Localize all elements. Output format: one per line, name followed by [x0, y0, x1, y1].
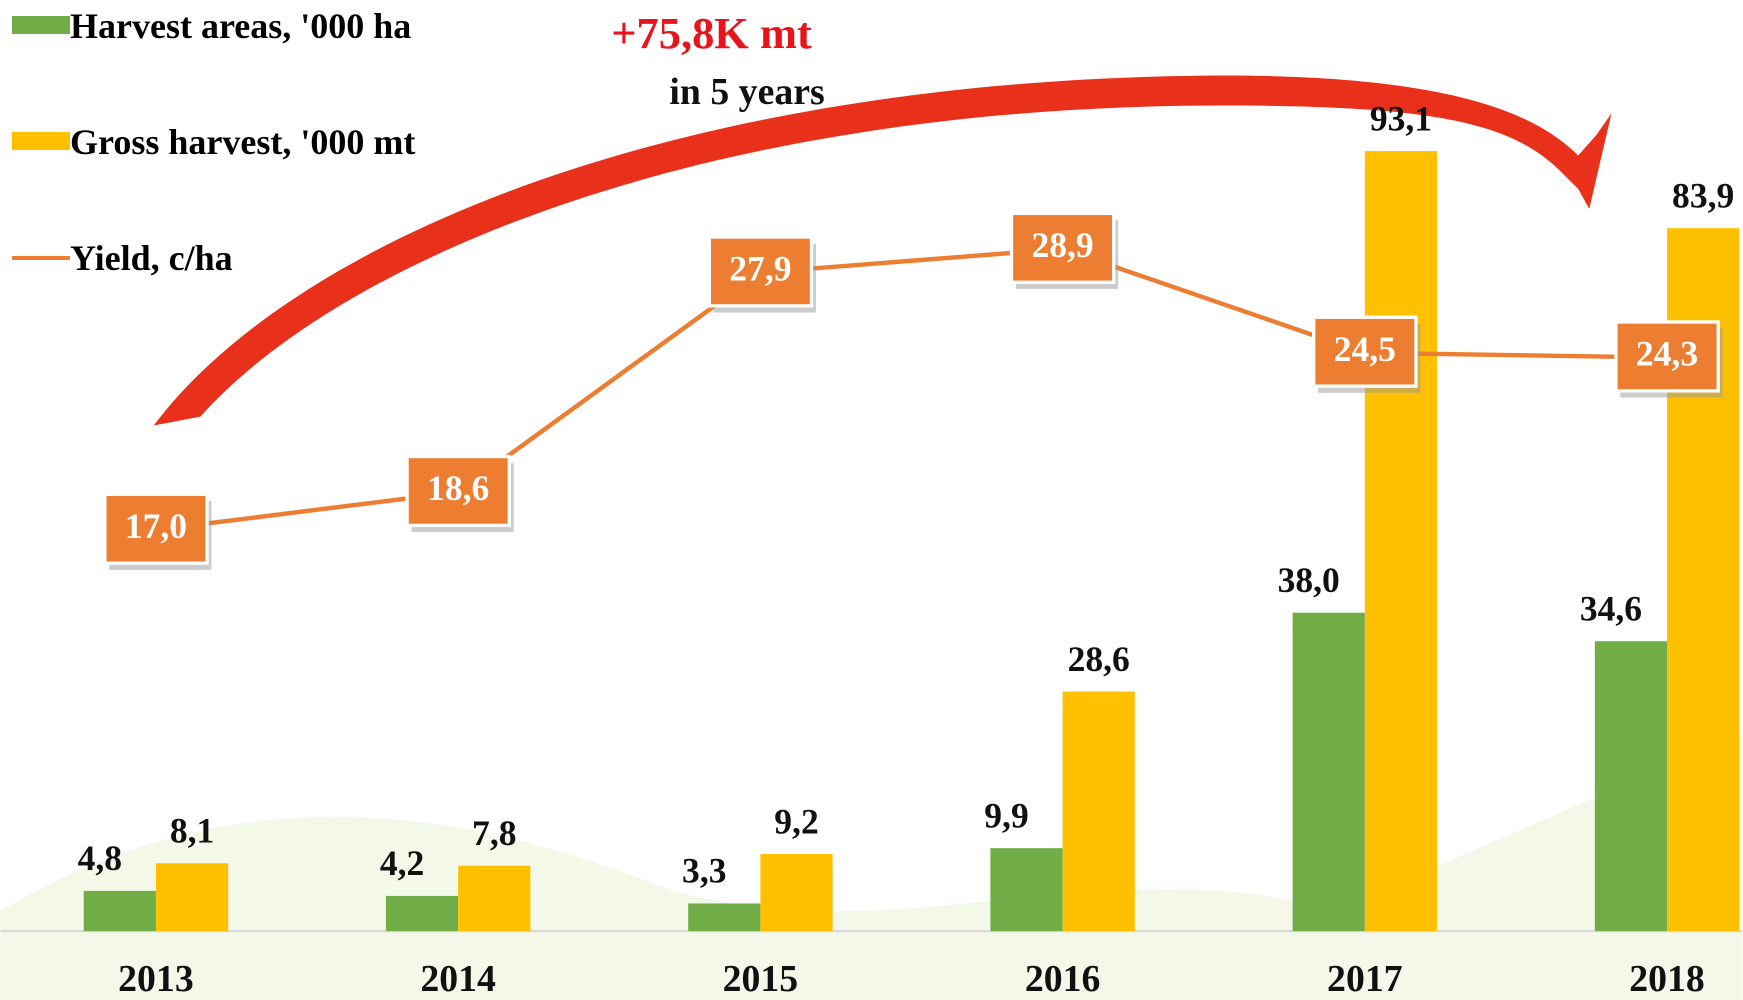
annotation: in 5 years [669, 71, 824, 113]
x-tick-label: 2016 [1025, 958, 1101, 1000]
bar [1292, 612, 1365, 932]
x-tick-label: 2014 [420, 958, 496, 1000]
bar [83, 890, 156, 932]
annotation: +75,8K mt [611, 8, 812, 58]
data-label: 7,8 [472, 813, 516, 853]
data-label: 24,3 [1636, 334, 1698, 374]
bar [155, 863, 229, 932]
legend-swatch [12, 132, 70, 150]
data-label: 8,1 [170, 811, 214, 851]
trend-arrow [153, 75, 1612, 426]
bar [458, 865, 531, 932]
bar [1062, 691, 1135, 932]
data-label: 4,2 [380, 843, 424, 883]
data-label: 93,1 [1370, 98, 1432, 138]
x-tick-label: 2013 [118, 958, 194, 1000]
legend-label: Harvest areas, '000 ha [70, 6, 412, 46]
data-label: 18,6 [427, 468, 489, 508]
x-tick-label: 2018 [1629, 958, 1705, 1000]
marker-box [707, 235, 814, 308]
data-label: 9,9 [984, 795, 1028, 835]
bar [760, 854, 833, 932]
data-label: 28,9 [1032, 225, 1094, 265]
x-tick-label: 2017 [1327, 958, 1403, 1000]
data-label: 38,0 [1278, 560, 1340, 600]
legend-item: Harvest areas, '000 ha [12, 0, 432, 52]
bar [688, 903, 761, 932]
legend-item: Yield, c/ha [12, 232, 432, 284]
data-label: 34,6 [1580, 588, 1642, 628]
legend-item: Gross harvest, '000 mt [12, 116, 432, 168]
legend-label: Gross harvest, '000 mt [70, 122, 416, 162]
legend-swatch [12, 256, 70, 260]
legend-label: Yield, c/ha [70, 238, 233, 278]
marker-box [1312, 315, 1418, 388]
data-label: 28,6 [1068, 639, 1130, 679]
data-label: 3,3 [682, 851, 726, 891]
marker-box [1614, 320, 1720, 393]
bar [385, 895, 459, 932]
data-label: 27,9 [729, 249, 791, 289]
bar [1364, 151, 1438, 932]
marker-box [103, 492, 209, 565]
marker-box [1009, 211, 1116, 284]
background-wave [0, 733, 1743, 1000]
bar [990, 848, 1063, 932]
line [155, 246, 1668, 533]
marker-box [405, 454, 511, 528]
data-label: 17,0 [125, 506, 187, 546]
data-label: 24,5 [1334, 329, 1396, 369]
legend-swatch [12, 16, 70, 34]
bar [1594, 641, 1668, 932]
x-tick-label: 2015 [723, 958, 799, 1000]
data-label: 9,2 [774, 801, 818, 841]
data-label: 83,9 [1672, 175, 1734, 215]
data-label: 4,8 [78, 838, 122, 878]
